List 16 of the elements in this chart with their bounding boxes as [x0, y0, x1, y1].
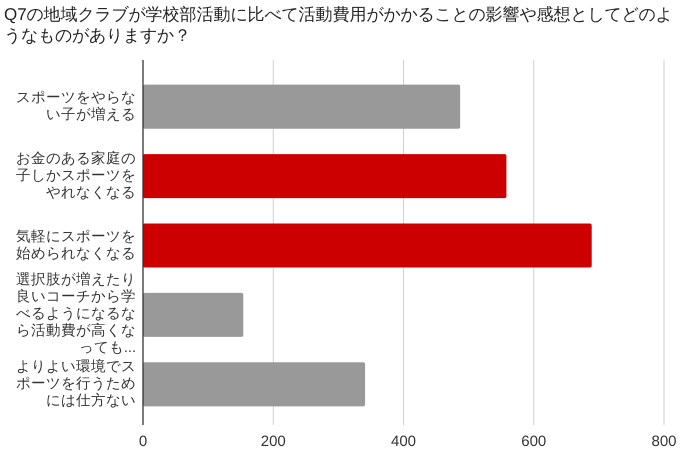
bar — [143, 223, 592, 268]
x-tick-label: 400 — [390, 433, 416, 450]
bar — [143, 84, 460, 129]
y-tick-label: お金のある家庭の子しかスポーツをやれなくなる — [15, 150, 136, 202]
y-tick-label: 選択肢が増えたり良いコーチから学べるようになるなら活動費が高くなっても... — [15, 272, 136, 358]
chart-title: Q7の地域クラブが学校部活動に比べて活動費用がかかることの影響や感想としてどのようなものがありますか？ — [4, 4, 674, 46]
bar — [143, 292, 244, 337]
x-tick-label: 200 — [260, 433, 286, 450]
x-tick-label: 0 — [138, 433, 148, 450]
bar — [143, 154, 506, 198]
x-tick-label: 600 — [521, 433, 546, 450]
x-tick-label: 800 — [651, 433, 677, 450]
bar — [143, 362, 366, 406]
y-tick-label: 気軽にスポーツを始められなくなる — [15, 228, 136, 262]
y-tick-label: よりよい環境でスポーツを行うためには仕方ない — [15, 358, 136, 410]
y-tick-label: スポーツをやらない子が増える — [15, 90, 136, 124]
